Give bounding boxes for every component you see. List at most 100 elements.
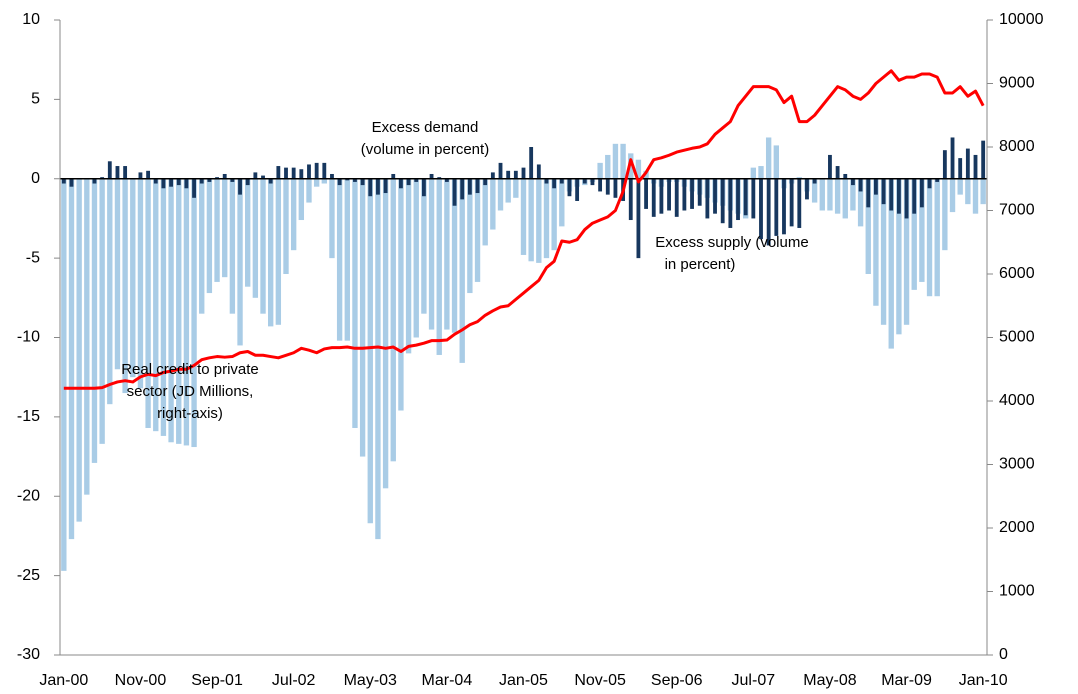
bar bbox=[811, 178, 818, 203]
bar bbox=[881, 178, 886, 205]
bar bbox=[215, 177, 219, 179]
bar bbox=[497, 178, 504, 211]
bar bbox=[68, 178, 75, 540]
bar bbox=[176, 178, 181, 186]
bar bbox=[460, 178, 465, 200]
y-tick-label: -30 bbox=[17, 646, 40, 663]
bar bbox=[736, 178, 740, 221]
bar bbox=[299, 169, 304, 179]
bar bbox=[100, 177, 105, 179]
y2-tick-label: 5000 bbox=[999, 329, 1035, 346]
bar bbox=[506, 170, 511, 179]
bar bbox=[353, 178, 357, 182]
bar bbox=[444, 178, 450, 330]
bar bbox=[551, 178, 557, 251]
bar bbox=[421, 178, 427, 314]
x-tick-label: Nov-05 bbox=[574, 672, 626, 689]
bar bbox=[850, 178, 856, 211]
y2-tick-label: 7000 bbox=[999, 202, 1035, 219]
bar bbox=[337, 178, 342, 186]
bar bbox=[146, 170, 151, 179]
x-tick-label: Jan-05 bbox=[499, 672, 548, 689]
bar bbox=[598, 178, 603, 192]
x-tick-label: Jan-10 bbox=[959, 672, 1008, 689]
bar bbox=[605, 154, 611, 179]
bar bbox=[812, 178, 817, 184]
bar bbox=[765, 137, 772, 179]
bar bbox=[758, 166, 764, 179]
bar bbox=[567, 178, 572, 197]
bar bbox=[559, 178, 564, 184]
bar bbox=[444, 178, 449, 182]
bar bbox=[972, 178, 979, 214]
x-tick-label: Mar-09 bbox=[881, 672, 932, 689]
bar bbox=[330, 173, 334, 179]
annotation: Excess supply (volume bbox=[655, 234, 808, 251]
bar bbox=[421, 178, 426, 197]
bar bbox=[398, 178, 404, 411]
bar bbox=[329, 178, 335, 259]
bar bbox=[552, 178, 557, 189]
y2-tick-label: 9000 bbox=[999, 75, 1035, 92]
bar bbox=[851, 178, 855, 186]
bar bbox=[322, 162, 327, 179]
bar bbox=[949, 178, 956, 213]
bar bbox=[391, 173, 396, 179]
bar bbox=[797, 178, 802, 228]
x-tick-label: Jul-07 bbox=[732, 672, 776, 689]
bar bbox=[751, 178, 756, 219]
bar bbox=[276, 166, 281, 179]
bar bbox=[183, 178, 190, 446]
bar bbox=[169, 178, 174, 187]
y2-tick-label: 3000 bbox=[999, 456, 1035, 473]
bar bbox=[298, 178, 305, 221]
bar bbox=[919, 178, 925, 282]
bar bbox=[927, 178, 932, 189]
bar bbox=[399, 178, 403, 189]
y-tick-label: -5 bbox=[26, 249, 40, 266]
bar bbox=[107, 161, 112, 179]
bar bbox=[513, 170, 518, 179]
bar bbox=[84, 178, 90, 495]
bar bbox=[857, 178, 864, 227]
bar bbox=[965, 148, 970, 179]
bar bbox=[950, 137, 955, 179]
bar bbox=[965, 178, 971, 205]
bar bbox=[238, 178, 242, 195]
bar bbox=[145, 178, 151, 428]
bar bbox=[99, 178, 105, 444]
bar bbox=[345, 178, 350, 181]
bar bbox=[766, 178, 771, 246]
x-tick-label: May-03 bbox=[344, 672, 397, 689]
bar bbox=[283, 178, 289, 274]
bar bbox=[160, 178, 167, 436]
bar bbox=[405, 178, 412, 354]
bar bbox=[865, 178, 871, 274]
bar bbox=[520, 178, 527, 255]
bar bbox=[344, 178, 350, 341]
bar bbox=[291, 167, 296, 179]
x-tick-label: Mar-04 bbox=[422, 672, 473, 689]
bar bbox=[199, 178, 205, 314]
bar bbox=[138, 172, 143, 179]
bar bbox=[674, 178, 679, 217]
bar bbox=[866, 178, 871, 208]
bar bbox=[888, 178, 894, 349]
bar bbox=[705, 178, 710, 219]
bar bbox=[222, 178, 228, 278]
bar bbox=[651, 178, 656, 217]
bar bbox=[284, 167, 288, 179]
bar bbox=[789, 178, 794, 227]
bar bbox=[620, 143, 626, 179]
y2-tick-label: 0 bbox=[999, 646, 1008, 663]
bar bbox=[406, 178, 411, 186]
bar bbox=[92, 178, 97, 184]
bar bbox=[873, 178, 878, 195]
bar bbox=[261, 175, 265, 179]
bar bbox=[69, 178, 74, 187]
annotation: (volume in percent) bbox=[361, 141, 489, 158]
bar bbox=[697, 178, 702, 206]
bar bbox=[559, 178, 565, 227]
bar bbox=[957, 178, 963, 195]
y2-tick-label: 6000 bbox=[999, 265, 1035, 282]
